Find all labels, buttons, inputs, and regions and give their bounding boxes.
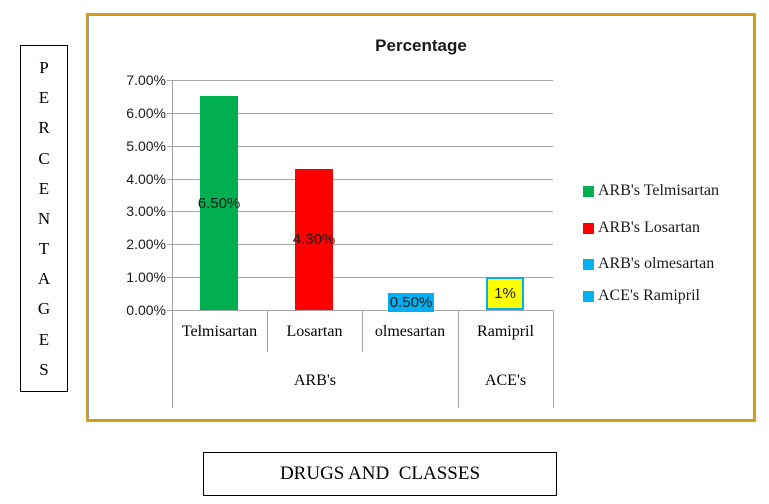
y-axis-line xyxy=(172,80,173,408)
bar-chart: Percentage 7.00% 6.00% 5.00% 4.00% 3.00%… xyxy=(88,15,754,420)
y-tick-label: 2.00% xyxy=(126,236,166,252)
gridline xyxy=(172,211,553,212)
caption-letter: E xyxy=(38,178,50,198)
caption-letter: N xyxy=(37,208,51,228)
plot-right-edge xyxy=(553,310,554,408)
legend-item-olmesartan[interactable]: ARB's olmesartan xyxy=(583,254,714,274)
caption-letter: S xyxy=(39,359,49,379)
y-tick-label: 4.00% xyxy=(126,171,166,187)
gridline xyxy=(172,179,553,180)
x-axis-caption: DRUGS AND CLASSES xyxy=(279,463,481,484)
legend-label: ARB's Losartan xyxy=(598,219,700,236)
caption-letter: A xyxy=(37,269,51,289)
caption-letter: E xyxy=(38,329,50,349)
gridline xyxy=(172,146,553,147)
y-tick-label: 3.00% xyxy=(126,203,166,219)
y-tick xyxy=(167,244,172,245)
y-tick-label: 1.00% xyxy=(126,269,166,285)
y-tick-label: 0.00% xyxy=(126,302,166,318)
data-label-losartan: 4.30% xyxy=(292,231,336,248)
category-label-telmisartan: Telmisartan xyxy=(181,323,258,340)
caption-letter: T xyxy=(38,239,50,259)
legend-label: ARB's Telmisartan xyxy=(598,182,720,199)
data-label-telmisartan: 6.50% xyxy=(197,195,241,212)
y-axis-caption-box: P E R C E N T A G E S xyxy=(20,45,68,392)
gridline xyxy=(172,244,553,245)
group-separator xyxy=(458,310,459,408)
y-tick xyxy=(167,310,172,311)
legend-item-ramipril[interactable]: ACE's Ramipril xyxy=(583,286,700,306)
chart-title: Percentage xyxy=(375,36,467,55)
y-tick-label: 5.00% xyxy=(126,138,166,154)
bar-telmisartan[interactable] xyxy=(200,96,238,310)
caption-letter: P xyxy=(39,58,49,78)
y-tick-label: 7.00% xyxy=(126,72,166,88)
caption-letter: G xyxy=(37,299,51,319)
category-label-losartan: Losartan xyxy=(286,323,343,340)
y-tick xyxy=(167,113,172,114)
legend-swatch-red xyxy=(583,222,594,234)
caption-letter: C xyxy=(38,148,50,168)
data-label-olmesartan: 0.50% xyxy=(388,293,434,312)
legend-swatch-cyan xyxy=(583,258,594,270)
caption-letter: R xyxy=(38,118,50,138)
y-tick xyxy=(167,211,172,212)
group-label-aces: ACE's xyxy=(484,372,527,389)
y-tick xyxy=(167,80,172,81)
caption-letter: E xyxy=(38,88,50,108)
category-separator xyxy=(362,310,363,352)
category-label-ramipril: Ramipril xyxy=(477,323,534,340)
y-tick xyxy=(167,146,172,147)
gridline xyxy=(172,113,553,114)
y-tick xyxy=(167,179,172,180)
bar-ramipril[interactable]: 1% xyxy=(486,277,524,310)
legend-label: ARB's olmesartan xyxy=(598,255,715,272)
category-separator xyxy=(267,310,268,352)
legend-swatch-cyan xyxy=(583,290,594,302)
legend-item-telmisartan[interactable]: ARB's Telmisartan xyxy=(583,181,719,201)
gridline xyxy=(172,277,553,278)
gridline xyxy=(172,80,553,81)
y-tick-label: 6.00% xyxy=(126,105,166,121)
bar-losartan[interactable] xyxy=(295,169,333,310)
group-label-arbs: ARB's xyxy=(293,372,336,389)
legend-swatch-green xyxy=(583,185,594,197)
category-label-olmesartan: olmesartan xyxy=(374,323,446,340)
legend-label: ACE's Ramipril xyxy=(598,287,700,304)
y-tick xyxy=(167,277,172,278)
x-axis-caption-box: DRUGS AND CLASSES xyxy=(203,452,557,496)
legend-item-losartan[interactable]: ARB's Losartan xyxy=(583,218,700,238)
